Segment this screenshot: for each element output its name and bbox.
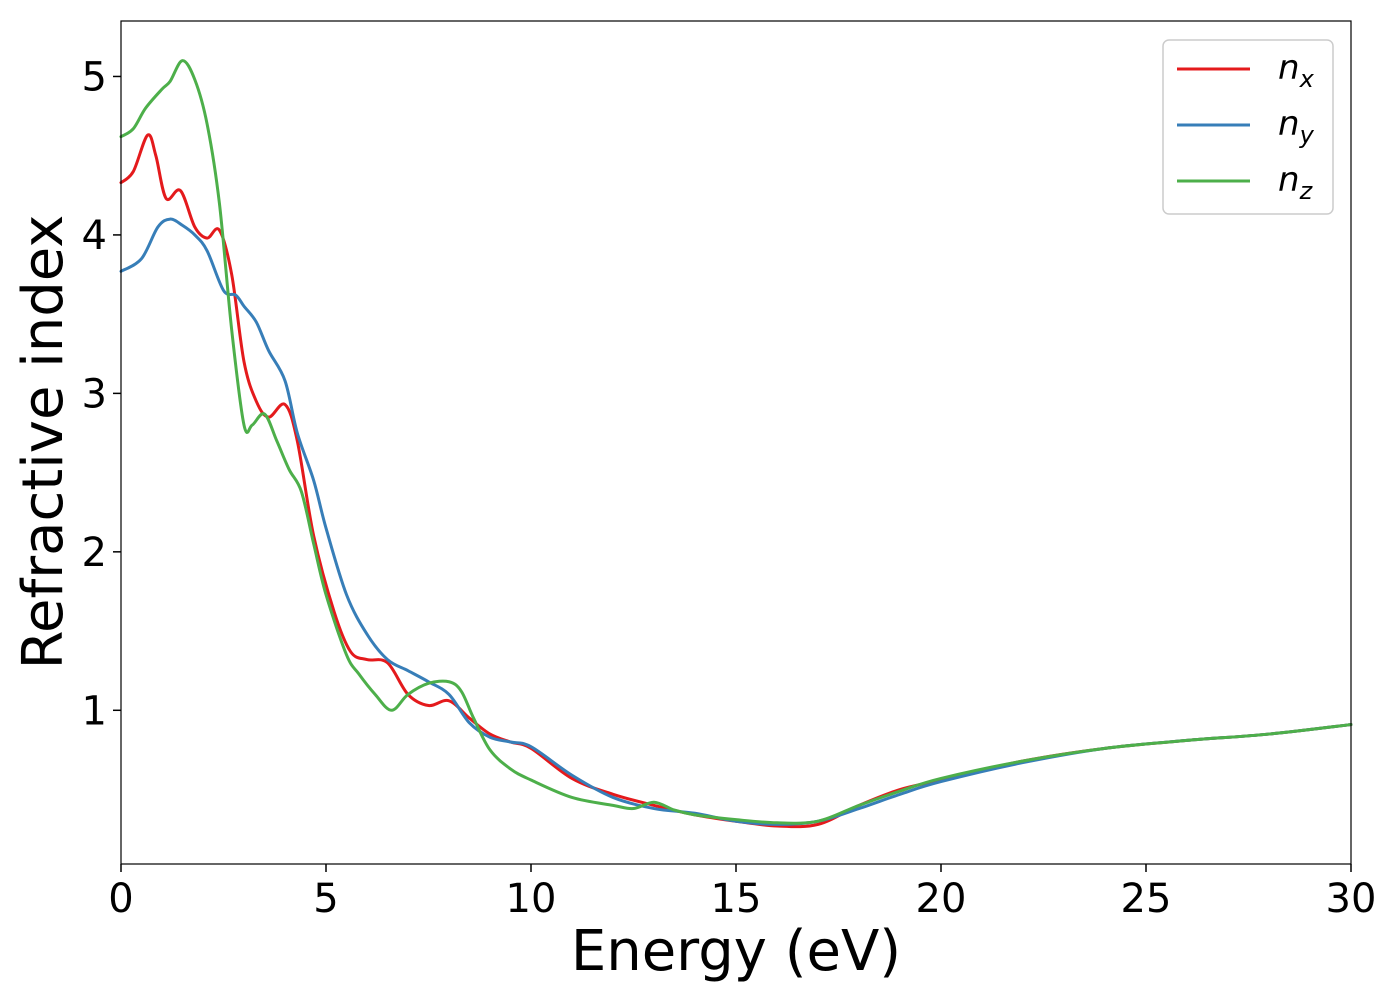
series-line-n-x	[119, 133, 1353, 829]
x-tick-label: 10	[506, 876, 557, 922]
x-tick-label: 15	[711, 876, 762, 922]
plot-area	[121, 21, 1351, 864]
x-tick-label: 25	[1121, 876, 1172, 922]
x-axis-title: Energy (eV)	[571, 919, 901, 984]
legend-box	[1162, 39, 1334, 215]
y-tick-label: 1	[82, 688, 107, 734]
x-tick-label: 30	[1326, 876, 1377, 922]
y-axis: 1 2 3 4 5	[82, 54, 121, 734]
y-tick-label: 2	[82, 530, 107, 576]
x-tick-label: 5	[313, 876, 338, 922]
x-axis: 0 5 10 15 20 25 30	[108, 864, 1376, 922]
legend-label: nx	[1278, 48, 1315, 93]
y-tick-label: 5	[82, 54, 107, 100]
legend: nx ny nz	[1162, 39, 1334, 215]
x-tick-label: 0	[108, 876, 133, 922]
y-axis-title: Refractive index	[11, 215, 76, 670]
x-tick-label: 20	[916, 876, 967, 922]
series-line-n-y	[119, 217, 1353, 826]
series-layer	[119, 59, 1353, 829]
legend-label: nz	[1278, 160, 1314, 205]
series-line-n-z	[119, 59, 1353, 825]
y-tick-label: 3	[82, 371, 107, 417]
y-tick-label: 4	[82, 213, 107, 259]
legend-label: ny	[1278, 104, 1315, 149]
